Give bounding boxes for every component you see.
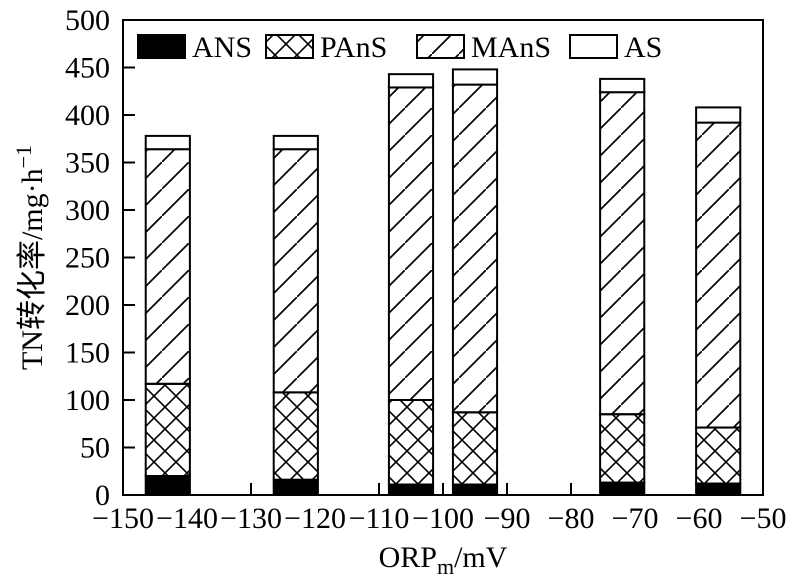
bar-segment-as: [599, 77, 646, 94]
bars: [144, 68, 742, 497]
x-tick-label: −50: [740, 502, 787, 535]
y-tick-label: 500: [65, 4, 110, 37]
bar-segment-pans: [695, 426, 742, 485]
bar-segment-as: [451, 68, 499, 86]
bar-segment-mans: [695, 121, 742, 429]
bar-segment-mans: [599, 91, 646, 416]
x-tick-label: −70: [612, 502, 659, 535]
x-tick-label: −90: [484, 502, 531, 535]
bar-segment-pans: [451, 411, 499, 486]
legend-swatch-pans: [265, 34, 314, 59]
y-tick-label: 100: [65, 384, 110, 417]
legend-item-ans: ANS: [137, 31, 252, 64]
plot-frame: [122, 19, 764, 496]
legend-swatch-ans: [137, 34, 186, 59]
bar-stack--105: [387, 73, 435, 496]
y-tick-label: 150: [65, 337, 110, 370]
bar-segment-as: [695, 106, 742, 124]
y-tick-label: 450: [65, 52, 110, 85]
legend-label: MAnS: [471, 31, 551, 64]
bar-segment-mans: [451, 83, 499, 414]
bar-segment-pans: [387, 399, 435, 486]
bar-stack--123: [272, 134, 319, 496]
legend-label: AS: [624, 31, 662, 64]
bar-segment-pans: [599, 413, 646, 484]
x-axis: −150 −140 −130 −120 −110 −100 −90 −80 −70 −60 −50: [92, 483, 786, 535]
bar-segment-ans: [272, 478, 319, 496]
legend-swatch-mans: [416, 34, 465, 59]
bar-stack--143: [144, 134, 191, 496]
legend-label: ANS: [192, 31, 252, 64]
bar-stack--57: [695, 106, 742, 497]
bar-stack--95: [451, 68, 499, 496]
bar-segment-pans: [272, 391, 319, 481]
x-tick-label: −120: [284, 502, 346, 535]
bar-segment-ans: [387, 483, 435, 496]
y-tick-label: 400: [65, 99, 110, 132]
bar-segment-ans: [144, 475, 191, 496]
x-axis-title: ORPm/mV: [379, 541, 508, 579]
y-tick-label: 200: [65, 289, 110, 322]
legend: ANS PAnS MAnS AS: [137, 31, 662, 64]
bar-stack--72: [599, 77, 646, 496]
y-axis-title: TN转化率/mg·h−1: [11, 145, 49, 370]
x-tick-label: −110: [349, 502, 410, 535]
bar-segment-ans: [599, 481, 646, 496]
y-tick-label: 250: [65, 242, 110, 275]
y-axis: 0 50 100 150 200 250 300 350 400 450 500: [65, 4, 135, 512]
x-tick-label: −140: [156, 502, 218, 535]
legend-item-pans: PAnS: [265, 31, 387, 64]
x-tick-label: −150: [92, 502, 154, 535]
bar-segment-mans: [144, 148, 191, 385]
bar-segment-as: [387, 73, 435, 89]
bar-segment-as: [144, 134, 191, 151]
x-tick-label: −100: [412, 502, 474, 535]
bar-segment-as: [272, 134, 319, 151]
bar-segment-ans: [451, 483, 499, 496]
legend-item-as: AS: [569, 31, 662, 64]
y-tick-label: 350: [65, 147, 110, 180]
bar-segment-mans: [272, 148, 319, 394]
x-tick-label: −130: [220, 502, 282, 535]
bar-segment-ans: [695, 482, 742, 497]
legend-label: PAnS: [320, 31, 387, 64]
y-tick-label: 50: [80, 432, 110, 465]
y-tick-label: 0: [95, 479, 110, 512]
bar-segment-pans: [144, 382, 191, 478]
y-tick-label: 300: [65, 194, 110, 227]
x-tick-label: −60: [676, 502, 723, 535]
bar-segment-mans: [387, 86, 435, 401]
x-tick-label: −80: [548, 502, 595, 535]
legend-swatch-as: [569, 34, 618, 59]
legend-item-mans: MAnS: [416, 31, 551, 64]
